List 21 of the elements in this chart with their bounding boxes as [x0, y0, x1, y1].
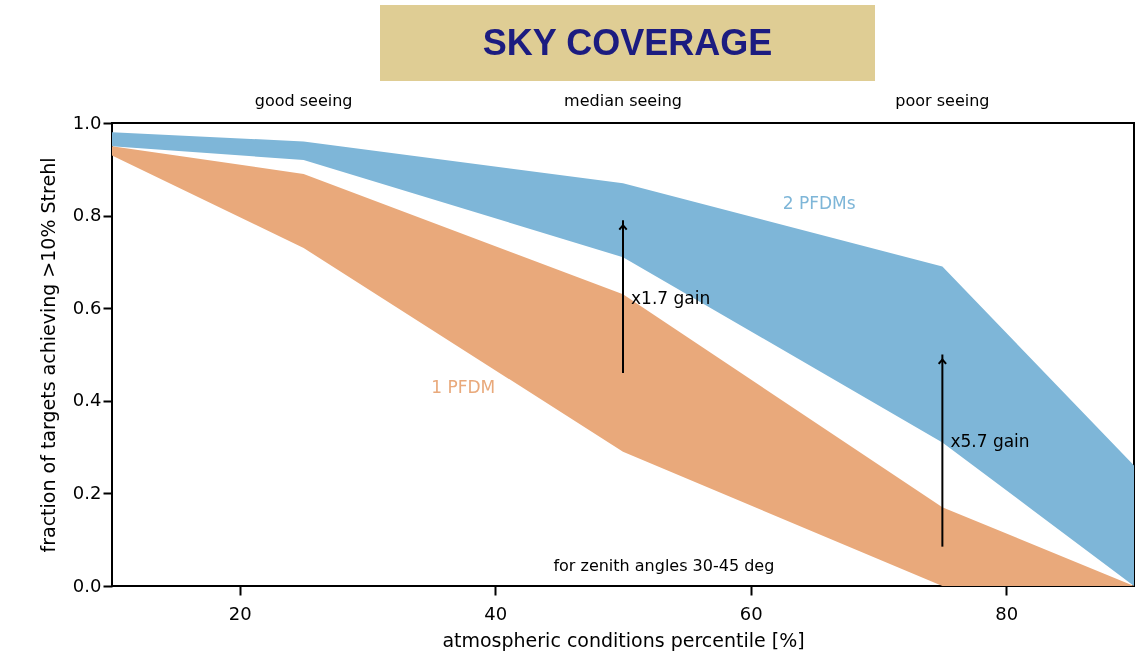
y-tick-label: 0.4 — [72, 389, 102, 411]
x-tick-label: 60 — [739, 602, 763, 624]
x-tick-label: 80 — [995, 602, 1019, 624]
annotation: x1.7 gain — [631, 287, 711, 308]
x-axis-title: atmospheric conditions percentile [%] — [442, 628, 805, 651]
legend-label: 1 PFDM — [431, 377, 496, 398]
y-tick-label: 0.0 — [72, 574, 102, 596]
x-tick-label: 20 — [228, 602, 252, 624]
legend-label: 2 PFDMs — [782, 192, 856, 213]
annotation: for zenith angles 30-45 deg — [553, 556, 775, 575]
y-tick-label: 0.2 — [72, 481, 102, 503]
annotation: x5.7 gain — [950, 431, 1030, 452]
y-tick-label: 0.6 — [72, 296, 102, 318]
y-tick-label: 1.0 — [72, 111, 102, 133]
y-axis-title: fraction of targets achieving >10% Strehl — [36, 157, 59, 553]
y-tick-label: 0.8 — [72, 204, 102, 226]
text: good seeing — [254, 91, 353, 110]
chart-title: SKY COVERAGE — [380, 5, 875, 81]
x-tick-label: 40 — [484, 602, 508, 624]
text: median seeing — [564, 91, 682, 110]
text: poor seeing — [895, 91, 990, 110]
